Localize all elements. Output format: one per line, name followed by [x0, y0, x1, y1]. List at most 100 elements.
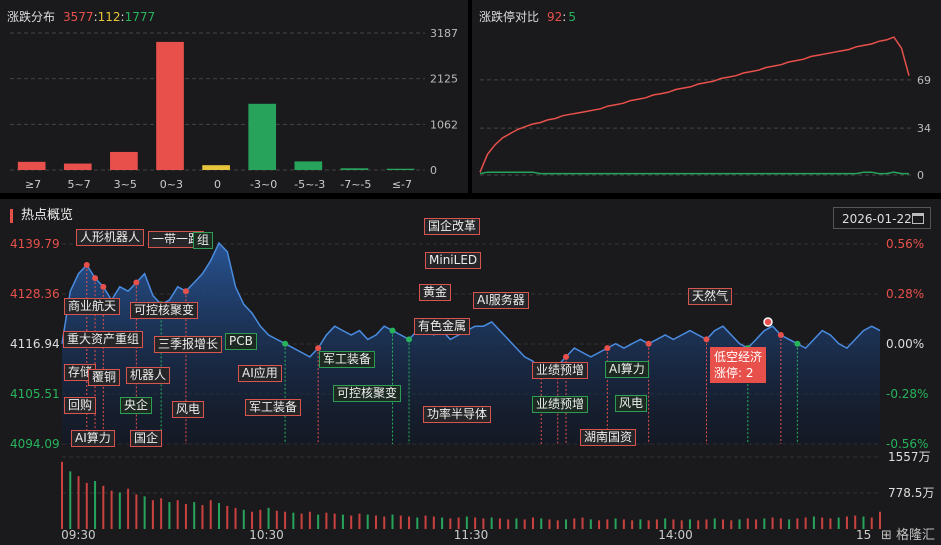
- concept-tag[interactable]: 有色金属: [414, 318, 471, 335]
- marker-dot: [604, 345, 611, 352]
- y-tick-label: 0: [917, 169, 924, 182]
- volume-bar: [441, 517, 444, 529]
- volume-bar: [275, 510, 278, 529]
- hot-overview-title: 热点概览: [10, 209, 73, 223]
- distribution-panel: 涨跌分布 3577:112:1777 3187 2125 1062 0 ≥7 5~7 3~5 0…: [0, 0, 468, 193]
- date-picker[interactable]: 2026-01-22: [833, 207, 931, 229]
- limit-ratio-panel: 涨跌停对比 92: 5 69 34 0: [472, 0, 941, 193]
- volume-bar: [697, 520, 700, 529]
- y-tick-label: 3187: [430, 27, 458, 40]
- concept-tag[interactable]: 国企: [130, 430, 163, 447]
- concept-tag[interactable]: AI算力: [71, 430, 115, 447]
- marker-dot: [83, 261, 90, 268]
- concept-tag[interactable]: MiniLED: [425, 252, 482, 269]
- concept-tag[interactable]: 人形机器人: [76, 229, 145, 246]
- series-line: [479, 36, 910, 173]
- volume-bar: [127, 488, 130, 529]
- pct-tick-label: 0.28%: [886, 287, 924, 301]
- volume-bar: [763, 518, 766, 529]
- volume-bar: [251, 511, 254, 529]
- pct-tick-label: -0.56%: [886, 437, 928, 451]
- concept-tag[interactable]: AI应用: [238, 365, 282, 382]
- concept-tag[interactable]: 商业航天: [64, 298, 121, 315]
- volume-bar: [556, 520, 559, 529]
- concept-tag[interactable]: 可控核聚变: [333, 385, 402, 402]
- volume-bar: [523, 519, 526, 529]
- volume-bar: [879, 511, 881, 529]
- concept-tag[interactable]: 回购: [64, 397, 97, 414]
- marker-dot: [315, 345, 322, 352]
- pct-tick-label: 0.00%: [886, 337, 924, 351]
- bar: [294, 161, 323, 170]
- concept-tag[interactable]: 黄金: [419, 284, 452, 301]
- vol-tick-label: 1557万: [888, 450, 931, 464]
- volume-bar: [738, 519, 741, 529]
- volume-bar: [176, 500, 179, 529]
- sep: :: [93, 10, 98, 24]
- concept-tag[interactable]: 三季报增长: [154, 336, 223, 353]
- volume-bar: [292, 512, 295, 529]
- x-tick-label: 3~5: [114, 178, 137, 191]
- concept-tag[interactable]: 可控核聚变: [130, 302, 199, 319]
- bar: [110, 151, 138, 170]
- volume-bar: [151, 500, 154, 529]
- concept-tag[interactable]: 风电: [615, 395, 648, 412]
- volume-bar: [234, 507, 237, 529]
- concept-tag[interactable]: 军工装备: [245, 399, 302, 416]
- calendar-icon[interactable]: [912, 213, 924, 224]
- concept-tag[interactable]: 央企: [120, 397, 153, 414]
- volume-bar: [102, 485, 105, 529]
- volume-bar: [333, 513, 336, 529]
- volume-bar: [589, 519, 592, 529]
- volume-bar: [548, 519, 551, 529]
- volume-bar: [498, 518, 501, 529]
- volume-bar: [812, 516, 815, 529]
- distribution-chart: 3187 2125 1062 0 ≥7 5~7 3~5 0~3 0 -3~0 -5~-3 -7~-5 ≤…: [10, 27, 458, 191]
- concept-tag[interactable]: AI服务器: [473, 292, 529, 309]
- price-tick-label: 4094.09: [10, 437, 60, 451]
- concept-tag[interactable]: 覆铜: [88, 369, 121, 386]
- concept-tag[interactable]: 功率半导体: [423, 406, 492, 423]
- concept-tag[interactable]: 业绩预增: [532, 396, 589, 413]
- concept-tag[interactable]: 组: [193, 232, 214, 249]
- concept-tag[interactable]: 国企改革: [424, 218, 481, 235]
- vol-tick-label: 778.5万: [888, 486, 934, 500]
- x-tick-label: 5~7: [68, 178, 91, 191]
- y-tick-label: 34: [917, 122, 931, 135]
- volume-bar: [168, 502, 171, 529]
- price-tick-label: 4128.36: [10, 287, 60, 301]
- volume-bar: [837, 517, 840, 529]
- volume-bar: [135, 494, 138, 529]
- concept-tag[interactable]: 湖南国资: [580, 429, 637, 446]
- concept-tag[interactable]: 业绩预增: [532, 362, 589, 379]
- x-tick-label: 0: [214, 178, 221, 191]
- volume-bar: [259, 509, 262, 529]
- volume-bar: [490, 517, 493, 529]
- low-altitude-callout[interactable]: 低空经济 涨停: 2: [710, 347, 767, 383]
- concept-tag[interactable]: 风电: [172, 401, 205, 418]
- volume-bar: [143, 496, 146, 529]
- volume-bar: [432, 516, 435, 529]
- y-tick-label: 2125: [430, 73, 458, 86]
- volume-bar: [118, 492, 121, 529]
- marker-dot: [92, 275, 99, 282]
- volume-bar: [821, 517, 824, 529]
- concept-tag[interactable]: 重大资产重组: [63, 331, 144, 348]
- volume-bar: [383, 516, 386, 529]
- sep: :: [120, 10, 125, 24]
- volume-bar: [341, 514, 344, 529]
- concept-tag[interactable]: 天然气: [688, 288, 733, 305]
- concept-tag[interactable]: 机器人: [126, 367, 171, 384]
- y-tick-label: 1062: [430, 118, 458, 131]
- concept-tag[interactable]: PCB: [225, 333, 257, 350]
- concept-tag[interactable]: 军工装备: [319, 351, 376, 368]
- x-tick-label: ≤-7: [392, 178, 412, 191]
- volume-bar: [507, 519, 510, 529]
- concept-tag[interactable]: AI算力: [605, 361, 649, 378]
- volume-bar: [160, 498, 163, 529]
- volume-bar: [515, 518, 518, 529]
- volume-bar: [639, 519, 642, 529]
- ratio-title: 涨跌停对比 92: 5: [479, 8, 576, 25]
- volume-bar: [350, 515, 353, 529]
- bar: [156, 41, 184, 170]
